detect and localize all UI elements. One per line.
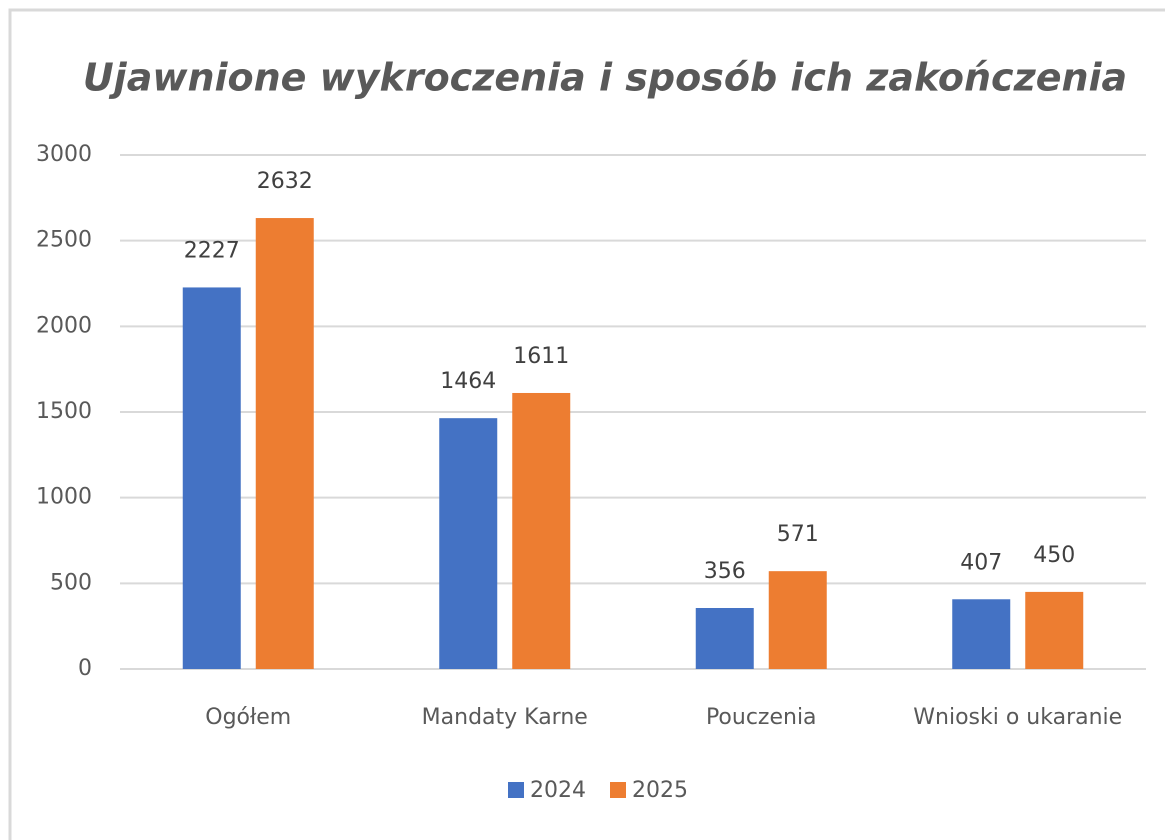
- data-label: 2632: [257, 169, 313, 194]
- y-tick-label: 3000: [36, 142, 92, 167]
- y-tick-label: 0: [78, 656, 92, 681]
- chart-title: Ujawnione wykroczenia i sposób ich zakoń…: [83, 56, 1127, 100]
- bar: [952, 599, 1011, 669]
- x-tick-label: Mandaty Karne: [422, 705, 588, 730]
- x-tick-label: Ogółem: [205, 705, 291, 730]
- bar: [512, 392, 571, 669]
- legend-swatch: [508, 782, 524, 798]
- bar: [695, 608, 754, 669]
- data-label: 2227: [184, 238, 240, 263]
- bar: [255, 218, 314, 669]
- y-tick-label: 1500: [36, 399, 92, 424]
- data-label: 450: [1033, 543, 1075, 568]
- bar: [768, 571, 827, 669]
- legend-label: 2024: [530, 778, 586, 803]
- legend-swatch: [610, 782, 626, 798]
- data-label: 407: [960, 550, 1002, 575]
- y-tick-label: 500: [50, 570, 92, 595]
- bar: [182, 287, 241, 669]
- y-tick-label: 2000: [36, 313, 92, 338]
- data-label: 1464: [440, 369, 496, 394]
- data-label: 356: [704, 559, 746, 584]
- data-label: 1611: [513, 344, 569, 369]
- bar: [439, 418, 498, 669]
- bar: [1025, 591, 1084, 669]
- x-tick-label: Pouczenia: [706, 705, 817, 730]
- data-label: 571: [777, 522, 819, 547]
- legend-label: 2025: [632, 778, 688, 803]
- x-tick-label: Wnioski o ukaranie: [913, 705, 1122, 730]
- y-tick-label: 1000: [36, 485, 92, 510]
- y-tick-label: 2500: [36, 228, 92, 253]
